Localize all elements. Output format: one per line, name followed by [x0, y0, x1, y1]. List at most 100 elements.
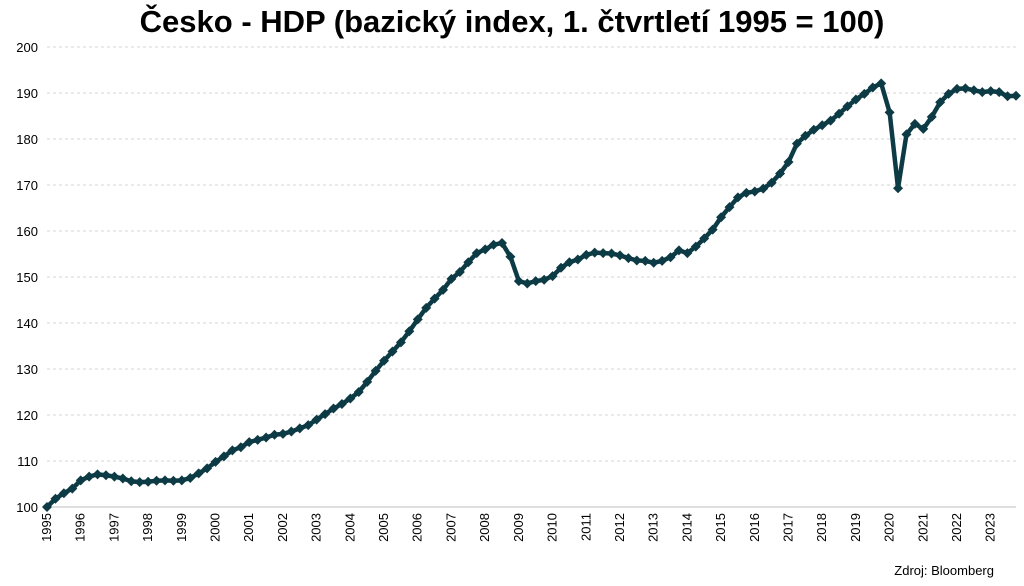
- data-point: [303, 420, 314, 431]
- data-point: [370, 365, 381, 376]
- gridlines: [47, 46, 1016, 508]
- y-tick-label: 120: [16, 408, 38, 423]
- data-point: [488, 239, 499, 250]
- data-point: [143, 476, 154, 487]
- data-point: [261, 432, 272, 443]
- data-point: [126, 476, 137, 487]
- x-tick-label: 1997: [106, 513, 121, 542]
- x-tick-label: 2002: [275, 513, 290, 542]
- x-tick-label: 1999: [174, 513, 189, 542]
- data-point: [446, 273, 457, 284]
- data-point: [724, 202, 735, 213]
- data-point: [379, 355, 390, 366]
- data-point: [362, 376, 373, 387]
- data-point: [598, 248, 609, 259]
- data-point: [328, 403, 339, 414]
- data-point: [269, 429, 280, 440]
- x-tick-label: 2010: [545, 513, 560, 542]
- data-point: [438, 284, 449, 295]
- data-point: [817, 120, 828, 131]
- x-tick-label: 2005: [376, 513, 391, 542]
- data-point: [227, 445, 238, 456]
- data-point: [463, 257, 474, 268]
- data-point: [673, 245, 684, 256]
- data-point: [480, 244, 491, 255]
- x-tick-label: 2015: [713, 513, 728, 542]
- x-tick-label: 2011: [578, 513, 593, 541]
- y-tick-label: 140: [16, 316, 38, 331]
- data-point: [850, 94, 861, 105]
- data-point: [176, 475, 187, 486]
- data-point: [884, 107, 895, 118]
- data-point: [606, 248, 617, 259]
- data-point: [893, 183, 904, 194]
- data-point: [758, 183, 769, 194]
- data-point: [775, 168, 786, 179]
- data-point: [387, 346, 398, 357]
- data-point: [935, 97, 946, 108]
- data-point: [530, 276, 541, 287]
- data-point: [1002, 91, 1013, 102]
- data-point: [631, 255, 642, 266]
- data-point: [252, 434, 263, 445]
- data-point: [783, 157, 794, 167]
- data-point: [505, 251, 516, 262]
- data-point: [185, 473, 196, 484]
- data-point: [202, 463, 213, 474]
- data-point: [614, 250, 625, 261]
- data-point: [555, 262, 566, 273]
- data-point: [648, 257, 659, 268]
- x-tick-label: 2022: [949, 513, 964, 542]
- data-point: [690, 241, 701, 252]
- y-tick-label: 110: [17, 454, 38, 469]
- data-point: [867, 82, 878, 93]
- x-tick-label: 2021: [915, 513, 930, 542]
- data-point: [117, 473, 128, 484]
- y-tick-label: 170: [16, 178, 38, 193]
- data-point: [564, 257, 575, 268]
- data-point: [513, 276, 524, 287]
- data-point: [294, 423, 305, 434]
- data-point: [92, 469, 103, 480]
- data-point: [42, 502, 52, 512]
- x-tick-label: 2012: [612, 513, 627, 542]
- data-point: [1011, 90, 1021, 101]
- data-point: [277, 428, 288, 439]
- y-axis: 100 110 120 130 140 150 160 170 180 190 200: [16, 40, 38, 515]
- data-point: [682, 248, 693, 259]
- y-tick-label: 130: [16, 362, 38, 377]
- data-point: [741, 187, 752, 198]
- data-point: [336, 398, 347, 409]
- y-tick-label: 200: [16, 40, 38, 55]
- data-point: [842, 101, 853, 112]
- data-point: [218, 451, 229, 462]
- data-point: [84, 471, 95, 482]
- x-tick-label: 1998: [140, 513, 155, 542]
- data-point: [353, 387, 364, 397]
- data-point: [109, 471, 120, 482]
- x-tick-label: 2013: [646, 513, 661, 542]
- data-point: [707, 224, 718, 235]
- data-point: [404, 326, 415, 337]
- data-point: [497, 237, 508, 248]
- data-point: [960, 83, 971, 94]
- x-tick-label: 2000: [208, 513, 223, 542]
- data-point: [286, 426, 297, 437]
- x-tick-label: 2006: [410, 513, 425, 542]
- data-point: [50, 493, 61, 504]
- data-point: [834, 108, 845, 119]
- data-point: [665, 252, 676, 263]
- y-tick-label: 150: [16, 270, 38, 285]
- x-tick-label: 2023: [983, 513, 998, 542]
- data-point: [732, 192, 743, 203]
- data-point: [539, 274, 550, 285]
- data-point: [100, 470, 111, 481]
- data-point: [952, 83, 963, 94]
- data-point: [412, 314, 423, 325]
- data-point: [977, 87, 988, 98]
- data-point: [75, 475, 86, 486]
- data-point: [320, 409, 331, 420]
- data-point: [345, 393, 356, 404]
- y-tick-label: 160: [16, 224, 38, 239]
- data-point: [800, 130, 811, 141]
